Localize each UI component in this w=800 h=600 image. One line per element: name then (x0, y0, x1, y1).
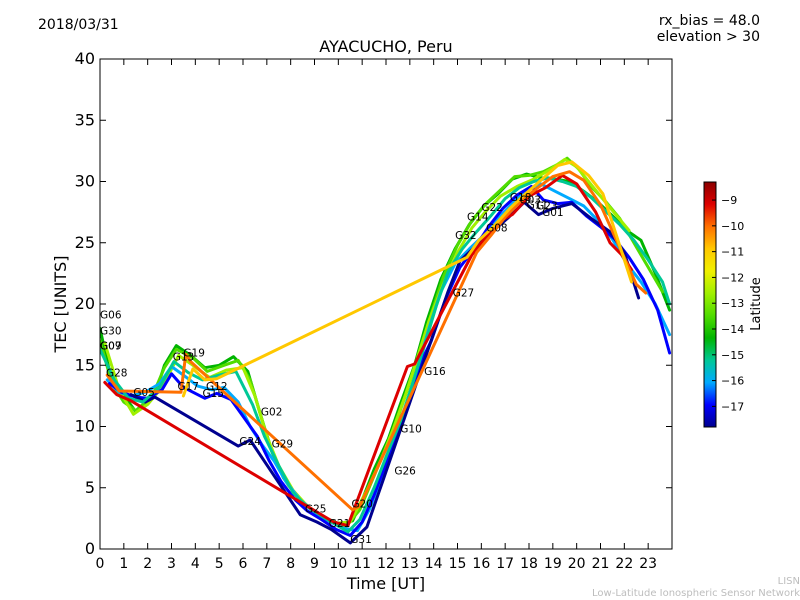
satellite-label: G24 (239, 436, 261, 448)
x-tick-label: 11 (353, 556, 371, 572)
satellite-label: G10 (400, 424, 422, 436)
satellite-label: G17 (177, 381, 199, 393)
satellite-label: G18 (510, 192, 532, 204)
x-tick-label: 2 (143, 556, 152, 572)
satellite-label: G09 (100, 340, 122, 352)
satellite-label: G25 (305, 503, 327, 515)
x-tick-label: 9 (310, 556, 319, 572)
x-tick-label: 17 (496, 556, 514, 572)
satellite-label: G31 (350, 534, 372, 546)
colorbar-tick-label: −15 (721, 349, 744, 362)
x-tick-label: 21 (592, 556, 610, 572)
x-tick-label: 4 (191, 556, 200, 572)
elevation-label: elevation > 30 (656, 29, 760, 45)
x-tick-label: 12 (377, 556, 395, 572)
colorbar-tick-label: −17 (721, 400, 744, 413)
x-tick-label: 13 (401, 556, 419, 572)
satellite-label: G05 (133, 387, 155, 399)
satellite-label: G27 (453, 288, 475, 300)
x-axis-ticks: 0 1 2 3 4 5 6 7 8 9 10 11 12 13 14 15 16 17 18 19 20 21 22 23 (96, 59, 657, 572)
satellite-label: G21 (329, 518, 351, 530)
colorbar-tick-label: −9 (721, 194, 737, 207)
x-tick-label: 0 (96, 556, 105, 572)
x-tick-label: 19 (544, 556, 562, 572)
satellite-label: G08 (486, 223, 508, 235)
y-tick-label: 25 (75, 233, 95, 252)
rx-bias-label: rx_bias = 48.0 (658, 13, 760, 29)
colorbar-tick-label: −12 (721, 271, 744, 284)
footer-network: Low-Latitude Ionospheric Sensor Network (592, 588, 800, 599)
series-trace-j (181, 160, 633, 398)
y-tick-label: 20 (75, 294, 95, 313)
x-tick-label: 15 (449, 556, 467, 572)
colorbar-tick-label: −10 (721, 220, 744, 233)
y-tick-label: 5 (85, 478, 95, 497)
colorbar-label: Latitude (749, 277, 764, 331)
satellite-label: G06 (100, 310, 122, 322)
satellite-label: G28 (106, 367, 128, 379)
colorbar-tick-label: −11 (721, 246, 744, 259)
y-axis-label: TEC [UNITS] (51, 256, 70, 354)
x-tick-label: 3 (167, 556, 176, 572)
y-tick-label: 10 (75, 417, 95, 436)
colorbar-tick-label: −13 (721, 297, 744, 310)
x-tick-label: 16 (472, 556, 490, 572)
y-tick-label: 30 (75, 172, 95, 191)
y-tick-label: 40 (75, 49, 95, 68)
satellite-label: G30 (100, 326, 122, 338)
y-tick-label: 15 (75, 355, 95, 374)
satellite-label: G15 (202, 388, 224, 400)
satellite-label: G01 (542, 207, 564, 219)
satellite-label: G29 (272, 438, 294, 450)
date-label: 2018/03/31 (38, 17, 119, 33)
colorbar: Latitude −9 −10 −11 −12 −13 −14 −15 −16 −17 (703, 181, 764, 428)
x-tick-label: 5 (215, 556, 224, 572)
x-tick-label: 6 (239, 556, 248, 572)
x-tick-label: 14 (425, 556, 443, 572)
y-axis-ticks: 0 5 10 15 20 25 30 35 40 (75, 49, 672, 558)
chart-title: AYACUCHO, Peru (319, 37, 453, 56)
satellite-label: G19 (183, 348, 205, 360)
x-tick-label: 23 (639, 556, 657, 572)
satellite-label: G22 (481, 202, 503, 214)
colorbar-tick-label: −16 (721, 375, 744, 388)
satellite-label: G07 (100, 340, 122, 352)
x-tick-label: 7 (262, 556, 271, 572)
satellite-label: G11 (527, 199, 549, 211)
satellite-label: G14 (467, 212, 489, 224)
satellite-label: G16 (424, 366, 446, 378)
satellite-label: G23 (536, 201, 558, 213)
colorbar-tick-label: −14 (721, 323, 744, 336)
series-layer (100, 156, 672, 545)
series-trace-i (105, 170, 648, 512)
satellite-label: G12 (206, 381, 228, 393)
satellite-label: G20 (351, 498, 373, 510)
satellite-label: G02 (261, 406, 283, 418)
x-tick-label: 1 (119, 556, 128, 572)
colorbar-gradient (703, 181, 717, 428)
footer-lisn: LISN (777, 576, 800, 587)
x-tick-label: 22 (615, 556, 633, 572)
satellite-label: G26 (394, 465, 416, 477)
satellite-label: G03 (519, 195, 541, 207)
x-tick-label: 18 (520, 556, 538, 572)
x-tick-label: 20 (568, 556, 586, 572)
satellite-label: G32 (455, 230, 477, 242)
y-tick-label: 35 (75, 110, 95, 129)
x-tick-label: 8 (286, 556, 295, 572)
x-axis-label: Time [UT] (346, 574, 425, 593)
x-tick-label: 10 (329, 556, 347, 572)
satellite-label: G13 (173, 351, 195, 363)
y-tick-label: 0 (85, 539, 95, 558)
